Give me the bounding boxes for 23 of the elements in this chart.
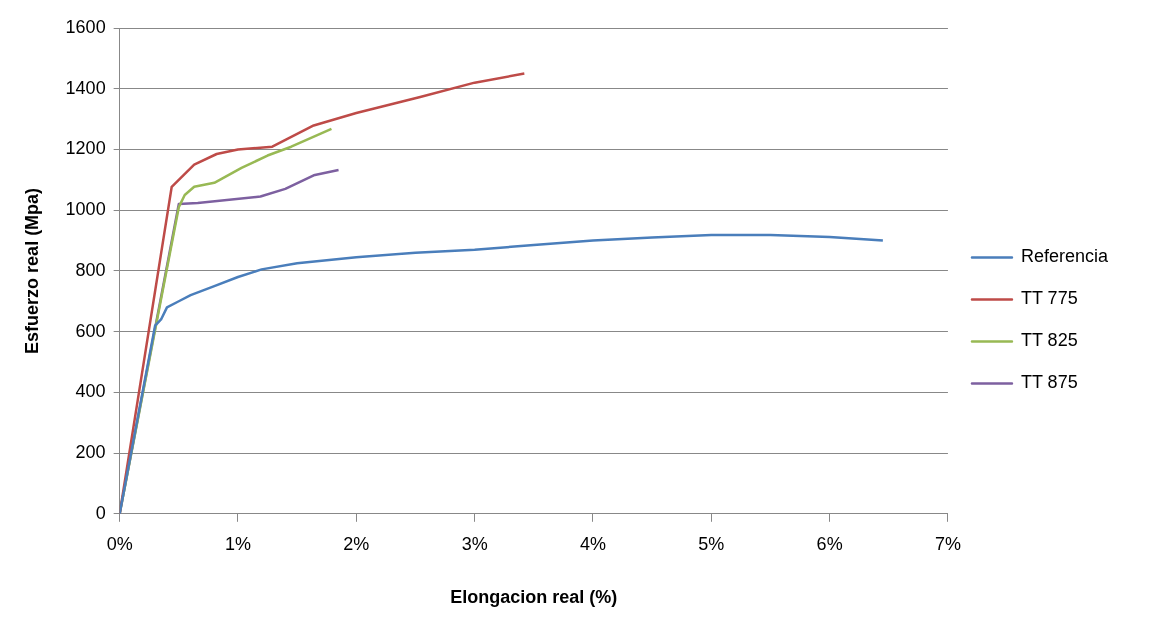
- y-tick-label: 200: [75, 442, 106, 463]
- x-tick-label: 2%: [343, 533, 370, 554]
- legend-label: Referencia: [1020, 246, 1109, 267]
- x-tick-label: 5%: [698, 533, 725, 554]
- x-tick-label: 0%: [106, 533, 133, 554]
- legend-label: TT 775: [1020, 288, 1078, 309]
- legend-label: TT 825: [1020, 330, 1078, 351]
- x-tick-label: 3%: [461, 533, 488, 554]
- y-tick-label: 600: [75, 320, 106, 341]
- x-axis-title: Elongacion real (%): [450, 587, 618, 608]
- y-tick-label: 800: [75, 259, 106, 280]
- x-tick-label: 6%: [816, 533, 843, 554]
- y-tick-label: 1000: [65, 199, 106, 220]
- x-tick-label: 4%: [579, 533, 606, 554]
- x-tick-label: 7%: [934, 533, 961, 554]
- y-tick-label: 0: [95, 502, 106, 523]
- y-tick-label: 1200: [65, 138, 106, 159]
- legend-label: TT 875: [1020, 372, 1078, 393]
- y-tick-label: 1400: [65, 77, 106, 98]
- y-axis-title: Esfuerzo real (Mpa): [21, 187, 42, 354]
- x-tick-label: 1%: [224, 533, 251, 554]
- y-tick-label: 400: [75, 381, 106, 402]
- y-tick-label: 1600: [65, 16, 106, 37]
